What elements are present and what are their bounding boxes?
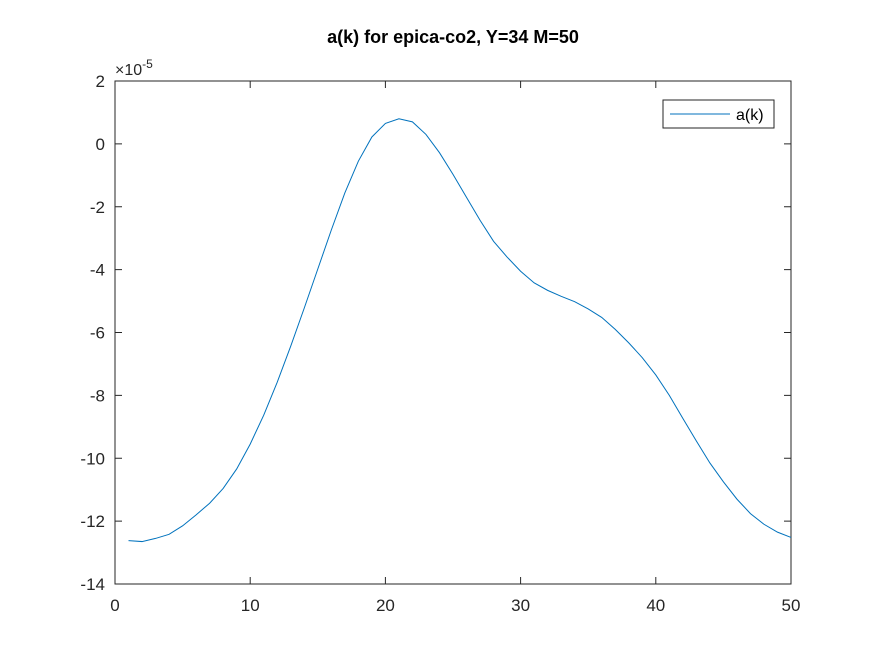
y-tick-label-4: -6 xyxy=(90,324,105,343)
y-axis-exponent: ×10-5 xyxy=(115,57,153,79)
plot-area xyxy=(114,80,792,585)
x-tick-label-5: 50 xyxy=(782,596,801,615)
y-tick-label-3: -8 xyxy=(90,386,105,405)
y-tick-label-8: 2 xyxy=(96,72,105,91)
y-tick-label-7: 0 xyxy=(96,135,105,154)
y-tick-label-2: -10 xyxy=(80,449,105,468)
y-tick-label-5: -4 xyxy=(90,261,105,280)
x-tick-label-2: 20 xyxy=(376,596,395,615)
x-tick-label-3: 30 xyxy=(511,596,530,615)
x-tick-label-4: 40 xyxy=(646,596,665,615)
legend: a(k) xyxy=(662,99,775,129)
y-tick-label-1: -12 xyxy=(80,512,105,531)
series-line-a-k xyxy=(128,118,792,543)
y-axis-exponent-power: -5 xyxy=(142,57,153,71)
x-tick-label-0: 0 xyxy=(110,596,119,615)
chart-title: a(k) for epica-co2, Y=34 M=50 xyxy=(327,27,579,47)
x-tick-label-1: 10 xyxy=(241,596,260,615)
y-axis: -14 -12 -10 -8 -6 -4 -2 0 2 xyxy=(80,72,791,594)
y-tick-label-6: -2 xyxy=(90,198,105,217)
series-layer xyxy=(128,118,792,543)
y-axis-exponent-base: ×10 xyxy=(115,62,142,79)
x-axis: 0 10 20 30 40 50 xyxy=(110,81,800,615)
y-tick-label-0: -14 xyxy=(80,575,105,594)
legend-label-a-k: a(k) xyxy=(736,107,764,124)
